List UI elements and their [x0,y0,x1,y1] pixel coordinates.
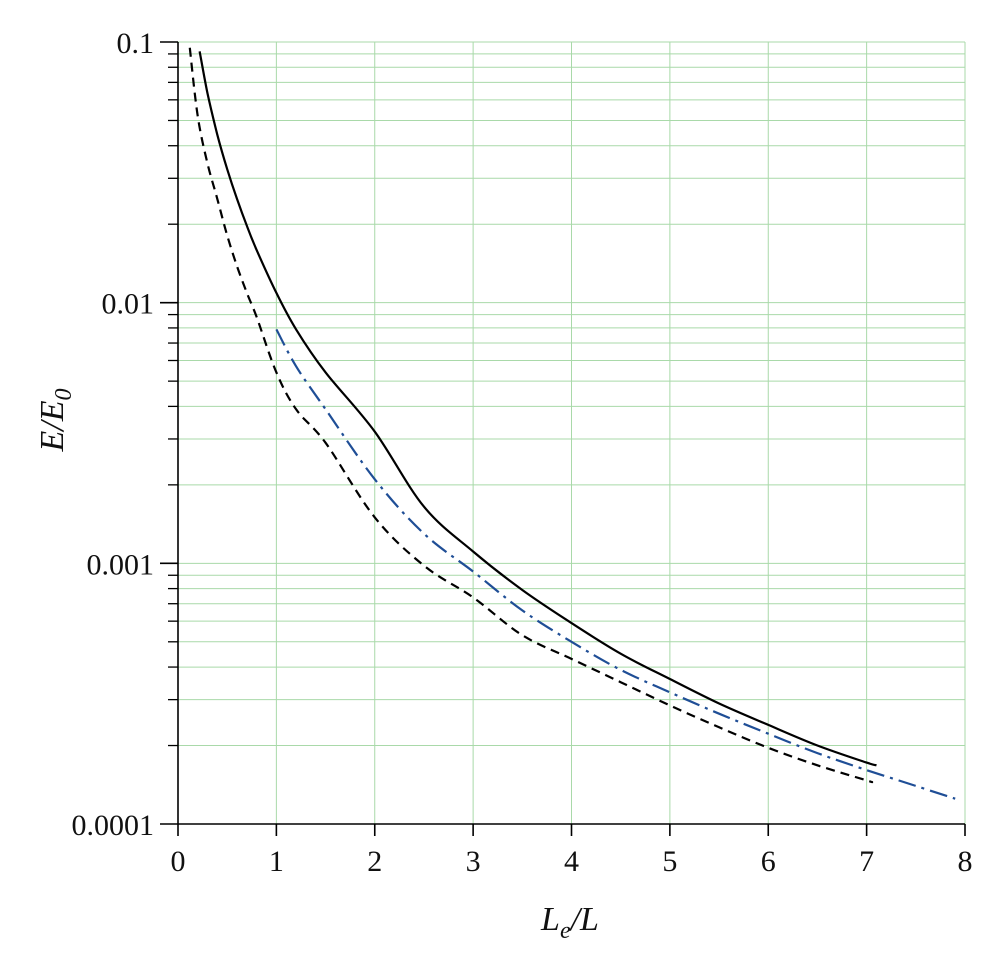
ticks: 0 1 2 3 4 5 6 7 8 0.0001 0.001 0.01 0.1 [72,27,973,878]
x-axis-title-main: L [540,901,560,938]
y-axis-title-subscript: 0 [51,389,77,401]
y-tick-label: 0.1 [117,27,155,60]
y-tick-label: 0.01 [102,288,155,321]
x-tick-label: 8 [958,845,973,878]
x-tick-label: 5 [662,845,677,878]
series-group [188,47,956,800]
grid [178,41,966,824]
y-tick-label: 0.0001 [72,809,155,842]
y-axis-title-main: E/E [34,400,71,452]
y-axis-title: E/E0 [34,389,77,453]
x-axis-title-tail: /L [569,901,599,938]
x-axis-title: Le/L [540,901,599,944]
series-line-solid [198,51,877,767]
x-axis-title-subscript: e [560,918,571,944]
x-tick-label: 7 [859,845,874,878]
x-tick-label: 4 [564,845,579,878]
x-tick-label: 6 [761,845,776,878]
series-line-dash-dot [275,328,956,800]
y-tick-label: 0.001 [87,548,155,581]
x-tick-label: 3 [466,845,481,878]
x-tick-label: 1 [269,845,284,878]
x-tick-label: 0 [171,845,186,878]
x-tick-label: 2 [367,845,382,878]
series-line-dashed [188,47,874,784]
